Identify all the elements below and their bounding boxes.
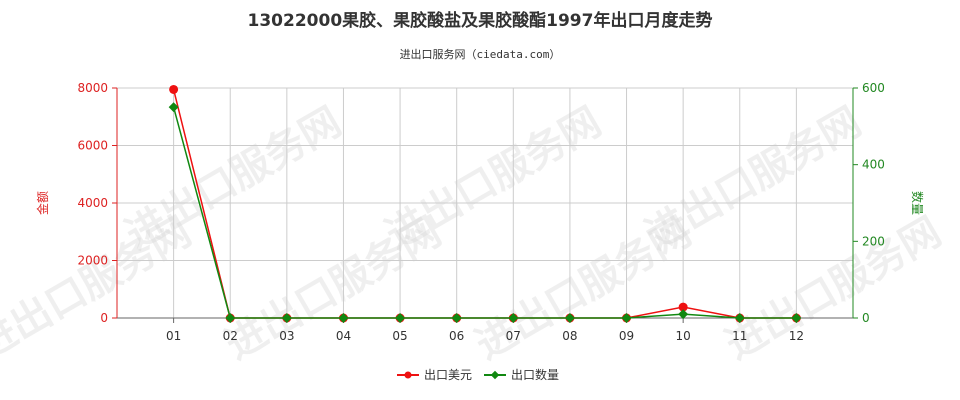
legend: 出口美元 出口数量 (397, 367, 559, 382)
right-tick-label: 600 (862, 81, 885, 95)
chart-subtitle: 进出口服务网（ciedata.com） (400, 47, 561, 61)
left-tick-label: 0 (100, 311, 108, 325)
left-tick-label: 4000 (77, 196, 108, 210)
data-point (734, 313, 745, 323)
x-tick-label: 02 (223, 329, 238, 343)
legend-marker (404, 371, 412, 379)
data-point (621, 313, 632, 323)
data-point (678, 309, 689, 320)
data-point (508, 313, 519, 323)
left-axis-title: 金额 (35, 191, 50, 215)
legend-label: 出口美元 (424, 368, 472, 382)
x-tick-label: 04 (336, 329, 351, 343)
right-tick-label: 400 (862, 158, 885, 172)
series-layer (168, 84, 802, 323)
series-line-2 (172, 106, 797, 319)
left-tick-label: 8000 (77, 81, 108, 95)
data-point (168, 102, 179, 113)
x-tick-label: 12 (789, 329, 804, 343)
data-point (281, 313, 292, 323)
watermark-text: 进出口服务网 (378, 98, 609, 259)
x-tick-label: 10 (676, 329, 691, 343)
watermark-text: 进出口服务网 (118, 98, 349, 259)
x-tick-label: 05 (392, 329, 407, 343)
left-tick-label: 2000 (77, 254, 108, 268)
chart-title: 13022000果胶、果胶酸盐及果胶酸酯1997年出口月度走势 (248, 10, 713, 31)
data-point (225, 313, 236, 323)
grid-lines (116, 87, 854, 319)
right-tick-label: 0 (862, 311, 870, 325)
x-tick-label: 11 (732, 329, 747, 343)
data-point (678, 302, 688, 312)
x-tick-label: 07 (506, 329, 521, 343)
x-tick-label: 03 (279, 329, 294, 343)
legend-marker (490, 370, 500, 380)
left-tick-label: 6000 (77, 139, 108, 153)
data-point (169, 84, 179, 94)
watermark-text: 进出口服务网 (718, 208, 949, 369)
legend-label: 出口数量 (511, 367, 559, 382)
watermark-text: 进出口服务网 (638, 98, 869, 259)
x-tick-label: 09 (619, 329, 634, 343)
right-tick-label: 200 (862, 234, 885, 248)
x-tick-label: 08 (562, 329, 577, 343)
x-tick-label: 06 (449, 329, 464, 343)
data-point (791, 313, 802, 323)
data-point (564, 313, 575, 323)
data-point (451, 313, 462, 323)
data-point (395, 313, 406, 323)
right-axis-title: 数量 (910, 191, 925, 215)
x-tick-label: 01 (166, 329, 181, 343)
data-point (338, 313, 349, 323)
